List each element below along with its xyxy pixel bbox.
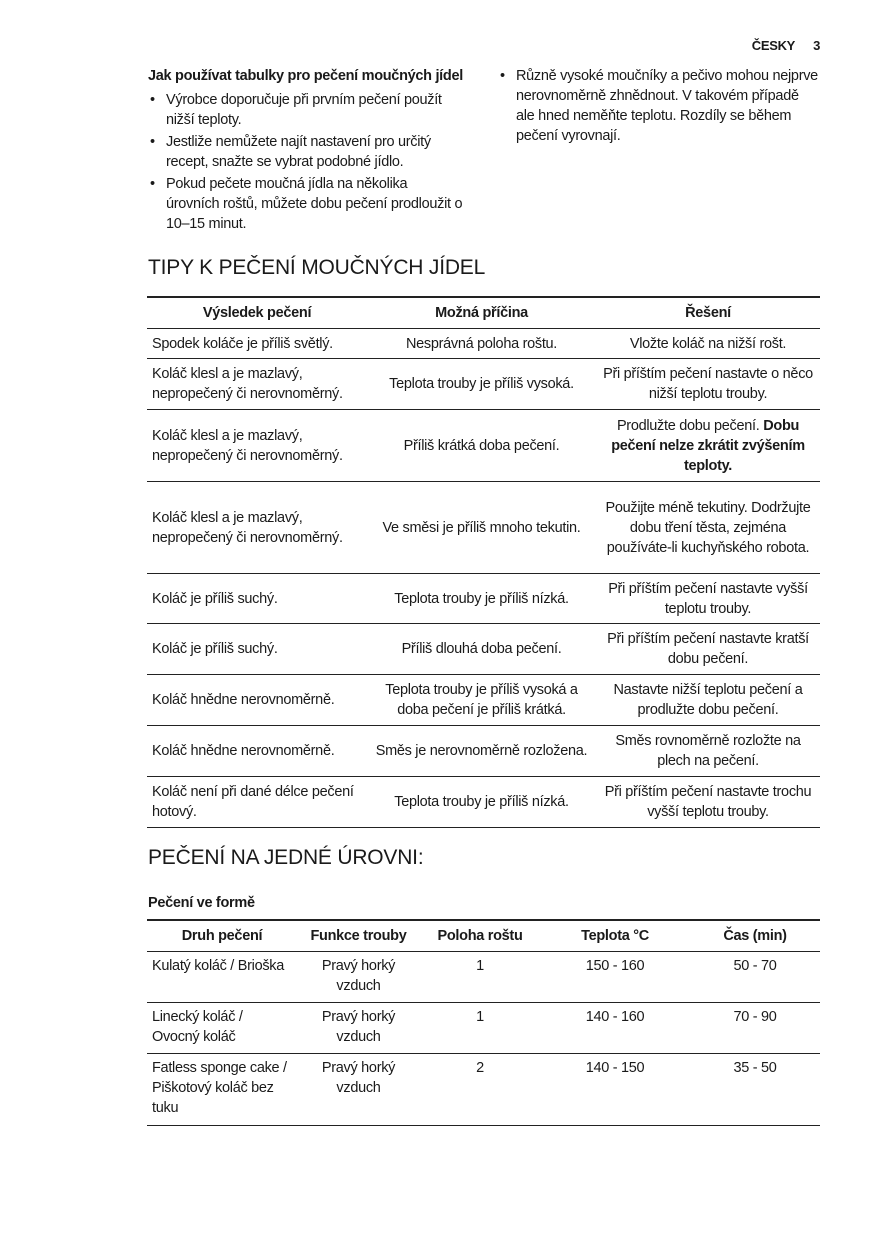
header-row: Výsledek pečení Možná příčina Řešení	[147, 296, 820, 329]
bullet-item: Jestliže nemůžete najít nastavení pro ur…	[148, 132, 463, 172]
table-cell: Nastavte nižší teplotu pečení a prodlužt…	[596, 674, 820, 726]
intro-right: Různě vysoké moučníky a pečivo mohou nej…	[498, 66, 820, 148]
intro-heading: Jak používat tabulky pro pečení moučných…	[148, 68, 463, 84]
section-title: PEČENÍ NA JEDNÉ ÚROVNI:	[148, 846, 424, 869]
table-cell: 150 - 160	[540, 951, 690, 1003]
table-cell: Nesprávná poloha roštu.	[367, 328, 596, 359]
table-row: Koláč je příliš suchý. Příliš dlouhá doba…	[147, 623, 820, 675]
table-row: Koláč klesl a je mazlavý, nepropečený či…	[147, 481, 820, 574]
column-header: Řešení	[596, 296, 820, 329]
table-cell: Teplota trouby je příliš vysoká a doba p…	[367, 674, 596, 726]
table-cell: Kulatý koláč / Brioška	[147, 951, 297, 1003]
intro-left: Jak používat tabulky pro pečení moučných…	[148, 66, 463, 236]
table-cell: Koláč je příliš suchý.	[147, 623, 367, 675]
bullet-item: Různě vysoké moučníky a pečivo mohou nej…	[498, 66, 820, 146]
section-title: TIPY K PEČENÍ MOUČNÝCH JÍDEL	[148, 256, 486, 279]
table-cell: Při příštím pečení nastavte kratší dobu …	[596, 623, 820, 675]
table-row: Koláč je příliš suchý. Teplota trouby je …	[147, 573, 820, 624]
header-row: Druh pečení Funkce trouby Poloha roštu Tepl…	[147, 919, 820, 952]
table-cell: 35 - 50	[690, 1053, 820, 1126]
bullet-item: Výrobce doporučuje při prvním pečení pou…	[148, 90, 463, 130]
table-cell: Pravý horký vzduch	[297, 1002, 420, 1054]
table-cell: Spodek koláče je příliš světlý.	[147, 328, 367, 359]
table-cell: Použijte méně tekutiny. Dodržujte dobu t…	[596, 481, 820, 574]
table-cell: Teplota trouby je příliš nízká.	[367, 573, 596, 624]
bullet-item: Pokud pečete moučná jídla na několika úr…	[148, 174, 463, 234]
column-header: Druh pečení	[147, 919, 297, 952]
cell-emphasis: Dobu pečení nelze zkrátit zvýšením teplo…	[611, 417, 805, 474]
table-cell: Fatless sponge cake / Piškotový koláč be…	[147, 1053, 297, 1126]
subsection-title: Pečení ve formě	[148, 895, 255, 911]
table-cell: Teplota trouby je příliš vysoká.	[367, 358, 596, 410]
table-cell: Koláč klesl a je mazlavý, nepropečený či…	[147, 409, 367, 482]
table-row: Kulatý koláč / Brioška Pravý horký vzduch…	[147, 951, 820, 1003]
baking-table: Druh pečení Funkce trouby Poloha roštu Tepl…	[147, 919, 820, 1126]
cell-text: Prodlužte dobu pečení.	[616, 417, 760, 434]
table-cell: Koláč hnědne nerovnoměrně.	[147, 725, 367, 777]
table-cell: Při příštím pečení nastavte vyšší teplot…	[596, 573, 820, 624]
table-cell: Příliš krátká doba pečení.	[367, 409, 596, 482]
table-cell: Koláč klesl a je mazlavý, nepropečený či…	[147, 358, 367, 410]
table-cell: Ve směsi je příliš mnoho tekutin.	[367, 481, 596, 574]
table-row: Koláč klesl a je mazlavý, nepropečený či…	[147, 409, 820, 482]
bullet-list: Různě vysoké moučníky a pečivo mohou nej…	[498, 66, 820, 146]
bullet-list: Výrobce doporučuje při prvním pečení pou…	[148, 90, 463, 234]
table-cell: 2	[420, 1053, 540, 1126]
table-cell: Linecký koláč / Ovocný koláč	[147, 1002, 297, 1054]
table-row: Linecký koláč / Ovocný koláč Pravý horký …	[147, 1002, 820, 1054]
table-cell: Teplota trouby je příliš nízká.	[367, 776, 596, 828]
table-row: Koláč klesl a je mazlavý, nepropečený či…	[147, 358, 820, 410]
table-cell: 50 - 70	[690, 951, 820, 1003]
table-row: Spodek koláče je příliš světlý. Nesprávná…	[147, 328, 820, 359]
table-cell: Směs rovnoměrně rozložte na plech na peč…	[596, 725, 820, 777]
table-cell: Vložte koláč na nižší rošt.	[596, 328, 820, 359]
table-cell: Při příštím pečení nastavte o něco nižší…	[596, 358, 820, 410]
table-cell: Prodlužte dobu pečení. Dobu pečení nelze…	[596, 409, 820, 482]
language: ČESKY	[751, 38, 796, 53]
table-cell: Při příštím pečení nastavte trochu vyšší…	[596, 776, 820, 828]
table-cell: 1	[420, 951, 540, 1003]
table-cell: Pravý horký vzduch	[297, 951, 420, 1003]
table-cell: Příliš dlouhá doba pečení.	[367, 623, 596, 675]
table-cell: 140 - 150	[540, 1053, 690, 1126]
table-cell: 140 - 160	[540, 1002, 690, 1054]
table-row: Koláč hnědne nerovnoměrně. Teplota trouby…	[147, 674, 820, 726]
table-cell: 70 - 90	[690, 1002, 820, 1054]
column-header: Čas (min)	[690, 919, 820, 952]
table-row: Fatless sponge cake / Piškotový koláč be…	[147, 1053, 820, 1126]
table-row: Koláč není při dané délce pečení hotový.…	[147, 776, 820, 828]
column-header: Poloha roštu	[420, 919, 540, 952]
column-header: Výsledek pečení	[147, 296, 367, 329]
table-cell: Koláč není při dané délce pečení hotový.	[147, 776, 367, 828]
column-header: Funkce trouby	[297, 919, 420, 952]
table-cell: Koláč klesl a je mazlavý, nepropečený či…	[147, 481, 367, 574]
table-cell: Koláč je příliš suchý.	[147, 573, 367, 624]
tips-table: Výsledek pečení Možná příčina Řešení Spodek…	[147, 296, 820, 828]
page-header: ČESKY 3	[700, 36, 821, 56]
column-header: Možná příčina	[367, 296, 596, 329]
table-cell: Koláč hnědne nerovnoměrně.	[147, 674, 367, 726]
table-cell: Pravý horký vzduch	[297, 1053, 420, 1126]
table-row: Koláč hnědne nerovnoměrně. Směs je nerovn…	[147, 725, 820, 777]
table-cell: Směs je nerovnoměrně rozložena.	[367, 725, 596, 777]
table-cell: 1	[420, 1002, 540, 1054]
page-number: 3	[813, 38, 820, 53]
column-header: Teplota °C	[540, 919, 690, 952]
